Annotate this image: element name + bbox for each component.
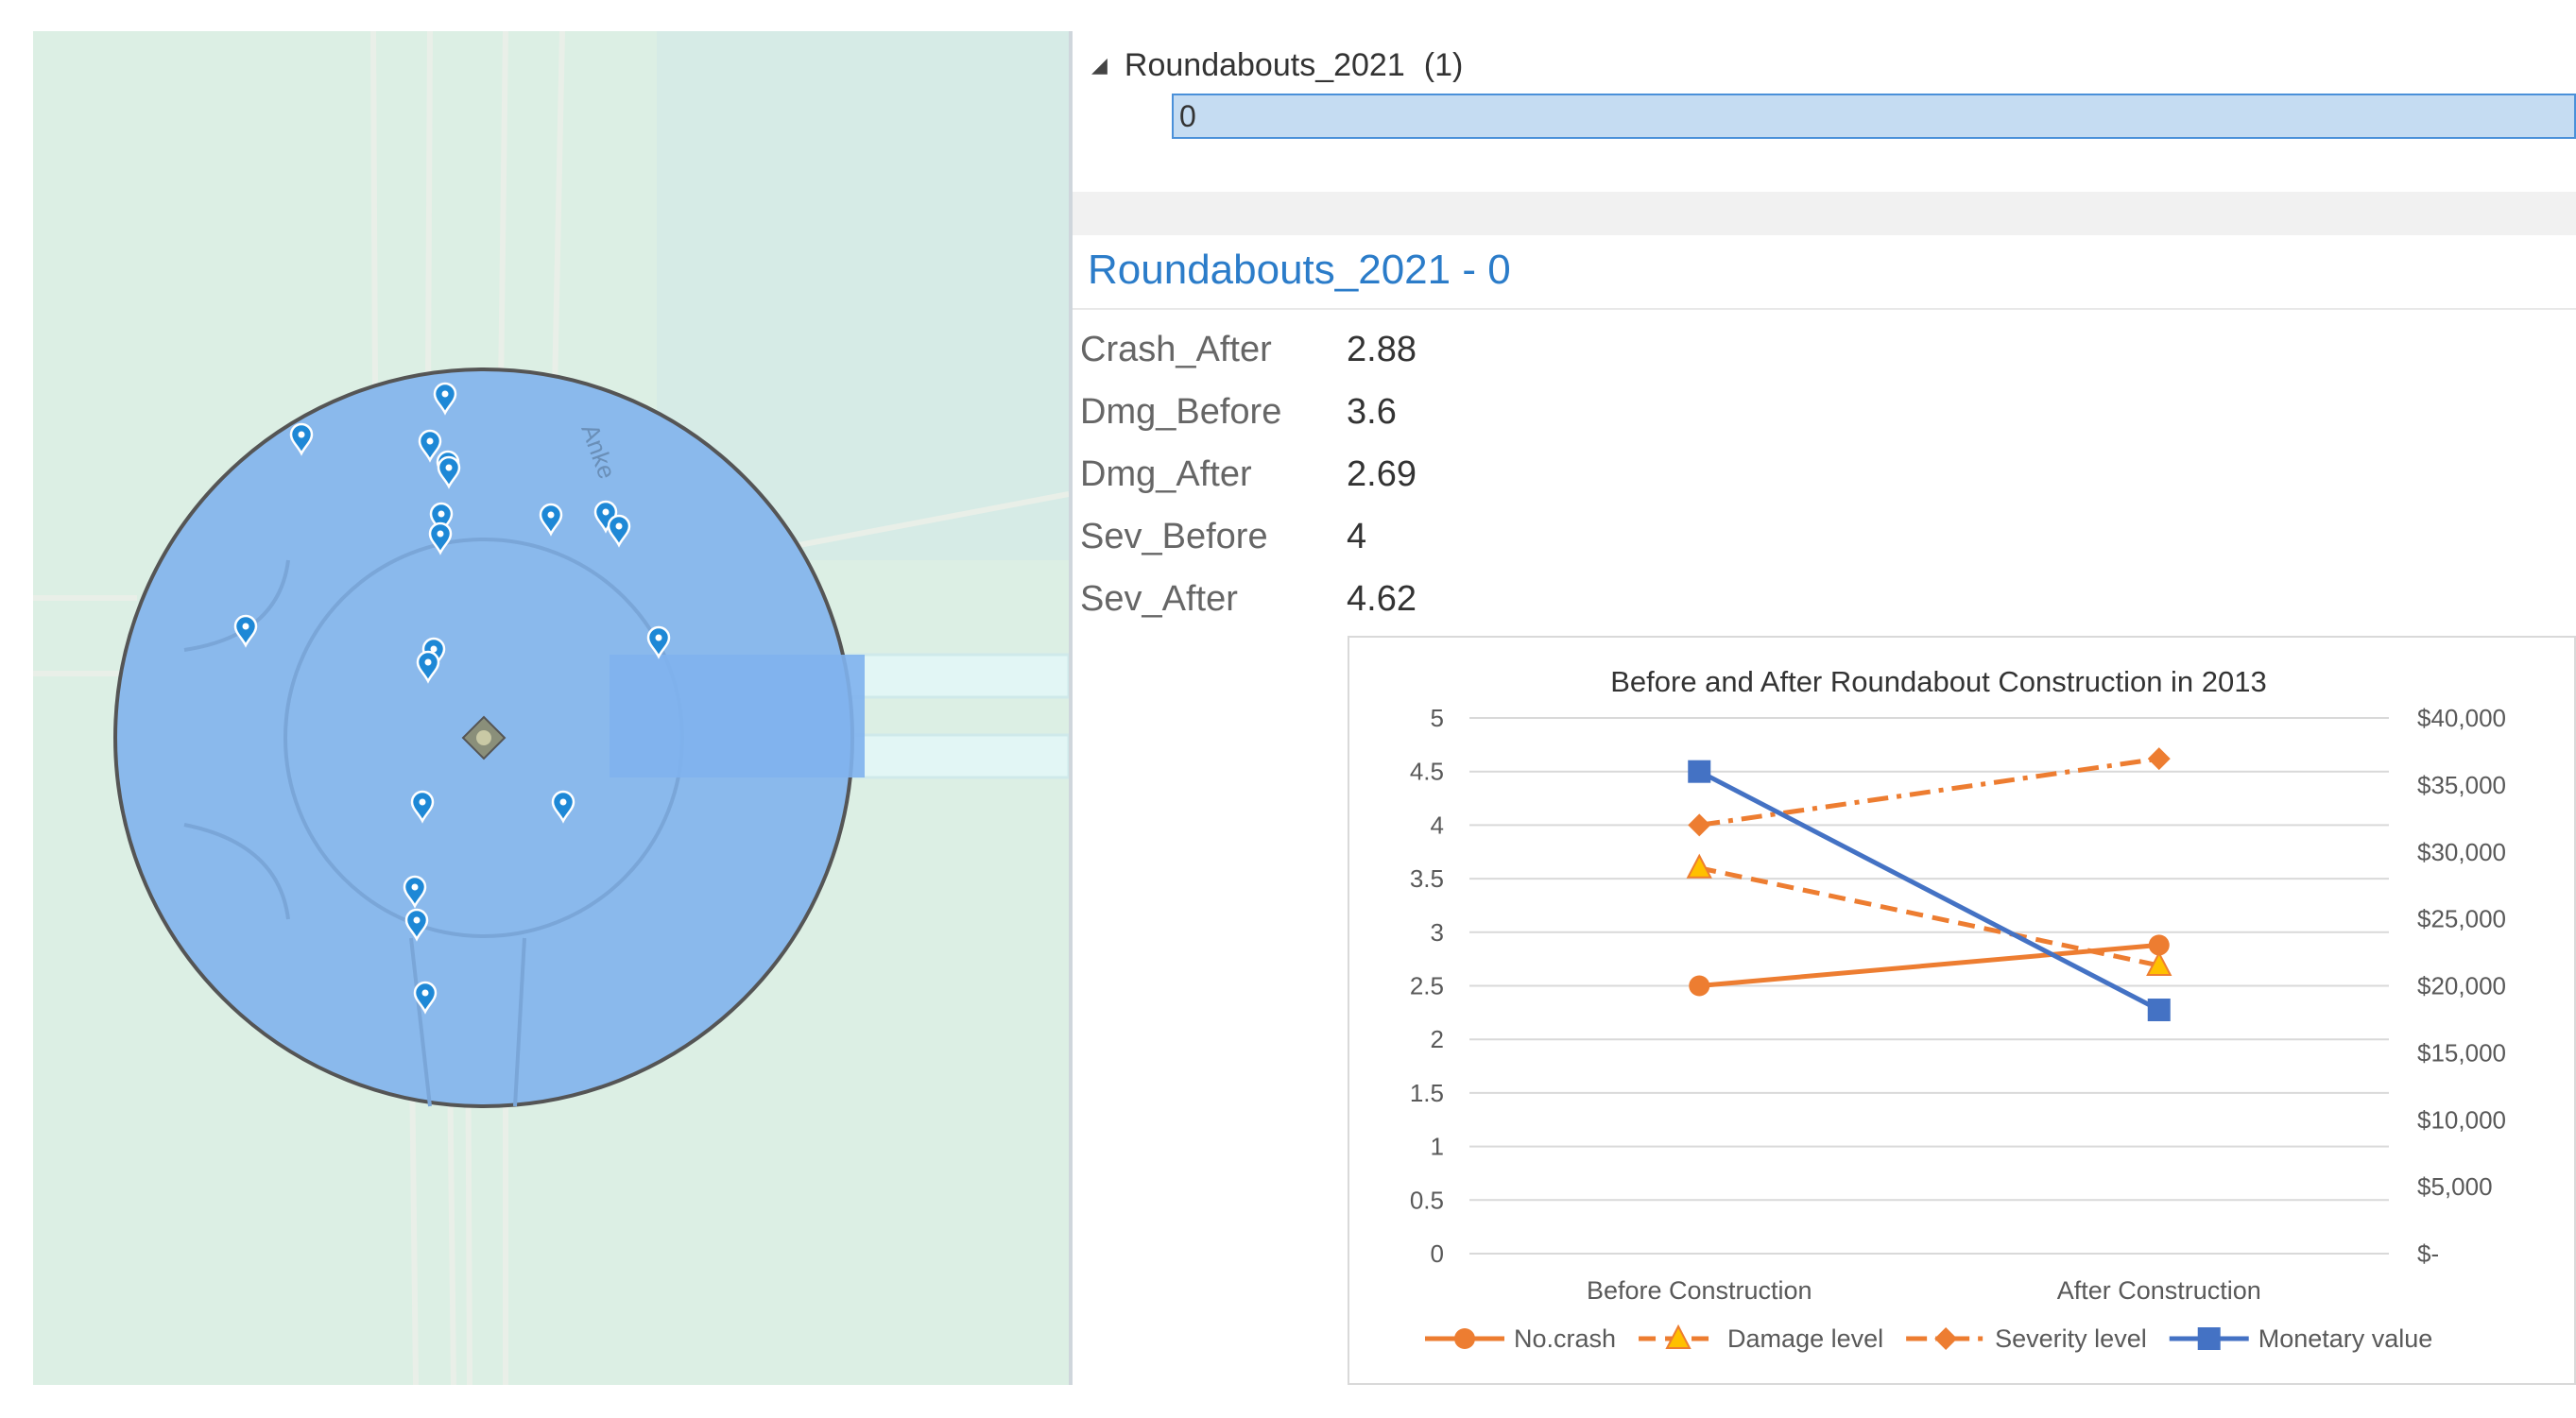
legend-item: No.crash: [1425, 1324, 1616, 1353]
data-point: [1454, 1328, 1475, 1349]
y2-tick-label: $40,000: [2417, 704, 2506, 732]
crash-marker-icon[interactable]: [410, 790, 435, 824]
series-line: [1698, 865, 2160, 968]
series-severity-level: [1688, 747, 2171, 837]
data-point: [2147, 999, 2171, 1022]
y2-tick-label: $15,000: [2417, 1038, 2506, 1067]
crash-marker-icon[interactable]: [429, 502, 454, 536]
roundabout-center-icon[interactable]: [461, 715, 507, 760]
legend-label: No.crash: [1514, 1324, 1616, 1353]
series-line: [1699, 942, 2159, 988]
crash-marker-icon[interactable]: [413, 981, 438, 1015]
crash-marker-icon[interactable]: [646, 625, 671, 659]
x-tick-label: Before Construction: [1587, 1276, 1812, 1305]
selected-feature-row[interactable]: 0: [1172, 94, 2576, 139]
collapse-triangle-icon[interactable]: ◢: [1091, 53, 1108, 77]
data-point: [1665, 1324, 1692, 1349]
crash-marker-icon[interactable]: [607, 514, 631, 548]
road-east-inside: [610, 655, 865, 777]
y-tick-label: 0: [1431, 1239, 1444, 1268]
y-tick-label: 5: [1431, 704, 1444, 732]
attribute-key: Dmg_Before: [1080, 391, 1282, 432]
data-point: [1688, 813, 1711, 837]
y-tick-label: 3.5: [1410, 864, 1444, 893]
y-tick-label: 1: [1431, 1133, 1444, 1161]
title-divider: [1073, 308, 2576, 310]
map-canvas[interactable]: Anke: [33, 31, 1069, 1385]
crash-marker-icon[interactable]: [428, 521, 453, 555]
attribute-key: Dmg_After: [1080, 453, 1252, 494]
y-tick-label: 1.5: [1410, 1079, 1444, 1107]
crash-marker-icon[interactable]: [416, 650, 440, 684]
layer-tree-row[interactable]: ◢ Roundabouts_2021 (1): [1091, 43, 1463, 88]
attribute-row: Dmg_After 2.69: [1080, 446, 1417, 503]
y2-tick-label: $10,000: [2417, 1105, 2506, 1134]
crash-marker-icon[interactable]: [551, 790, 575, 824]
y2-tick-label: $5,000: [2417, 1172, 2493, 1201]
crash-marker-icon[interactable]: [404, 908, 429, 942]
legend-label: Monetary value: [2258, 1324, 2433, 1353]
crash-marker-icon[interactable]: [233, 614, 258, 648]
crash-marker-icon[interactable]: [539, 503, 563, 537]
attribute-value: 2.69: [1347, 453, 1417, 494]
y2-tick-label: $-: [2417, 1239, 2439, 1268]
attribute-key: Sev_After: [1080, 578, 1238, 619]
attribute-value: 4: [1347, 516, 1367, 556]
y2-tick-label: $35,000: [2417, 771, 2506, 799]
line-chart: Before and After Roundabout Construction…: [1410, 665, 2506, 1353]
series-line: [1698, 756, 2160, 828]
data-point: [2197, 1327, 2221, 1350]
crash-marker-icon[interactable]: [418, 429, 442, 463]
legend-label: Severity level: [1995, 1324, 2147, 1353]
y-tick-label: 4: [1431, 811, 1444, 839]
data-point: [1934, 1327, 1958, 1350]
y-tick-label: 2: [1431, 1025, 1444, 1053]
series-no-crash: [1689, 934, 2170, 997]
separator-bar: [1073, 192, 2576, 235]
series-monetary-value: [1688, 760, 2171, 1022]
series-damage-level: [1686, 853, 2172, 976]
attribute-value: 2.88: [1347, 329, 1417, 369]
data-point: [2148, 934, 2170, 956]
crash-marker-icon[interactable]: [289, 422, 314, 456]
feature-count: (1): [1423, 46, 1464, 83]
legend-item: Damage level: [1639, 1324, 1883, 1353]
data-point: [1689, 975, 1710, 997]
attribute-row: Sev_After 4.62: [1080, 571, 1417, 627]
attribute-row: Crash_After 2.88: [1080, 321, 1417, 378]
data-point: [2147, 747, 2171, 771]
y2-tick-label: $20,000: [2417, 972, 2506, 1000]
data-point: [1688, 760, 1711, 783]
series-line: [1698, 769, 2160, 1013]
y-tick-label: 2.5: [1410, 972, 1444, 1000]
attribute-row: Sev_Before 4: [1080, 508, 1366, 565]
crash-marker-icon[interactable]: [403, 875, 427, 909]
crash-marker-icon[interactable]: [437, 455, 461, 489]
attribute-key: Sev_Before: [1080, 516, 1268, 556]
pane-divider[interactable]: [1069, 31, 1073, 1385]
map-view[interactable]: Anke: [33, 31, 1069, 1385]
attribute-value: 3.6: [1347, 391, 1397, 432]
y2-tick-label: $25,000: [2417, 905, 2506, 933]
popup-title: Roundabouts_2021 - 0: [1088, 247, 1511, 293]
attribute-row: Dmg_Before 3.6: [1080, 384, 1397, 440]
legend-label: Damage level: [1727, 1324, 1883, 1353]
chart-container: Before and After Roundabout Construction…: [1348, 636, 2576, 1385]
data-point: [1686, 853, 1712, 879]
attribute-value: 4.62: [1347, 578, 1417, 619]
y-tick-label: 3: [1431, 918, 1444, 947]
legend-item: Monetary value: [2169, 1324, 2433, 1353]
data-point: [2146, 950, 2172, 976]
popup-panel: ◢ Roundabouts_2021 (1) 0 Roundabouts_202…: [1073, 31, 2576, 1385]
crash-marker-icon[interactable]: [433, 382, 457, 416]
y-tick-label: 4.5: [1410, 758, 1444, 786]
y-tick-label: 0.5: [1410, 1186, 1444, 1214]
x-tick-label: After Construction: [2057, 1276, 2261, 1305]
y2-tick-label: $30,000: [2417, 838, 2506, 866]
attribute-key: Crash_After: [1080, 329, 1272, 369]
chart-title: Before and After Roundabout Construction…: [1610, 665, 2267, 698]
legend-item: Severity level: [1906, 1324, 2147, 1353]
layer-name: Roundabouts_2021: [1124, 46, 1405, 83]
